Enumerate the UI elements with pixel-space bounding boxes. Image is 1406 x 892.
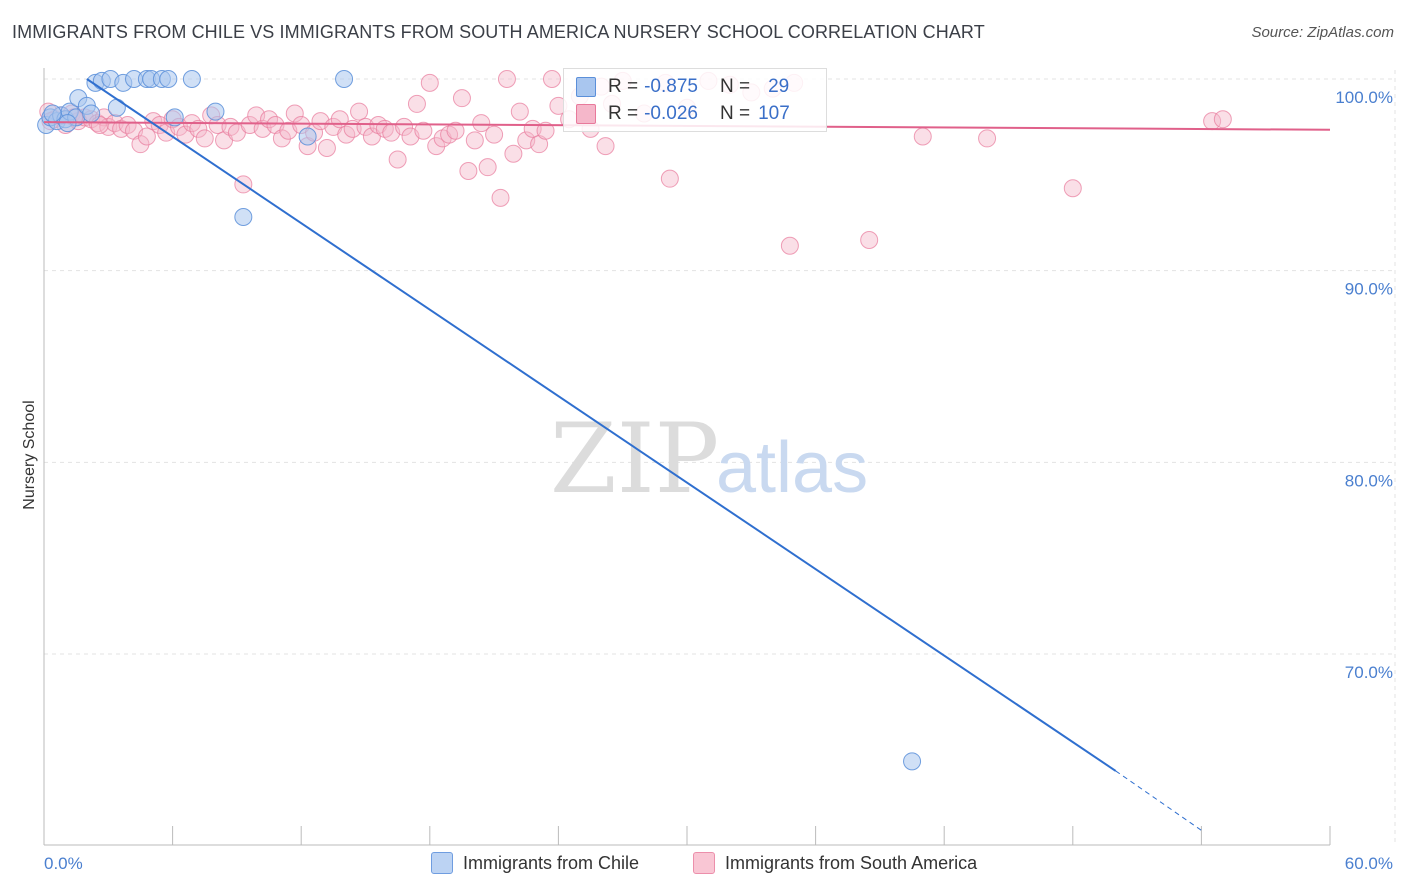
chile-point bbox=[206, 102, 225, 121]
n-label: N = bbox=[719, 76, 751, 97]
n-value: 107 bbox=[758, 103, 790, 124]
south-america-point bbox=[137, 127, 156, 146]
legend-label: Immigrants from South America bbox=[725, 852, 978, 873]
y-tick-label: 80.0% bbox=[1345, 471, 1393, 490]
chile-point bbox=[107, 98, 126, 117]
watermark-atlas: atlas bbox=[716, 428, 868, 508]
south-america-point bbox=[465, 131, 484, 150]
south-america-point bbox=[485, 125, 504, 144]
south-america-point bbox=[350, 102, 369, 121]
source-label: Source: ZipAtlas.com bbox=[1251, 24, 1394, 41]
chile-point bbox=[159, 70, 178, 88]
south-america-point bbox=[285, 104, 304, 123]
y-tick-label: 100.0% bbox=[1335, 88, 1393, 107]
x-tick-label: 60.0% bbox=[1345, 854, 1393, 873]
chile-points bbox=[37, 70, 922, 771]
x-tick-label: 0.0% bbox=[44, 854, 83, 873]
south-america-point bbox=[478, 158, 497, 177]
south-america-point bbox=[414, 121, 433, 140]
chile-point bbox=[182, 70, 201, 88]
series-legend: Immigrants from Chile Immigrants from So… bbox=[0, 852, 1406, 878]
south-america-legend-swatch bbox=[693, 852, 715, 874]
chile-point bbox=[82, 104, 101, 123]
south-america-point bbox=[596, 137, 615, 156]
watermark-zip: ZIP bbox=[550, 403, 719, 515]
south-america-point bbox=[427, 137, 446, 156]
south-america-point bbox=[660, 169, 679, 188]
south-america-point bbox=[317, 139, 336, 157]
south-america-point bbox=[491, 188, 510, 207]
axes bbox=[43, 68, 1331, 846]
n-value: 29 bbox=[768, 76, 790, 97]
south-america-point bbox=[459, 162, 478, 180]
south-america-point bbox=[1213, 110, 1232, 129]
south-america-point bbox=[780, 236, 799, 255]
south-america-point bbox=[388, 150, 407, 169]
chile-swatch bbox=[576, 77, 596, 97]
south-america-point bbox=[420, 73, 439, 92]
chile-point bbox=[234, 208, 253, 226]
south-america-point bbox=[131, 135, 150, 154]
chile-trendline-extension bbox=[1115, 770, 1202, 831]
chile-trendline bbox=[86, 78, 1117, 772]
y-tick-label: 90.0% bbox=[1345, 280, 1393, 299]
chile-point bbox=[298, 127, 317, 146]
south-america-point bbox=[195, 129, 214, 148]
legend-item-chile[interactable]: Immigrants from Chile bbox=[431, 852, 639, 874]
stat-row-south-america: R = -0.026 N = 107 bbox=[576, 103, 790, 125]
south-america-point bbox=[1063, 179, 1082, 198]
south-america-point bbox=[189, 119, 208, 138]
r-label: R = bbox=[608, 76, 639, 97]
tick-labels: 100.0% 90.0% 80.0% 70.0% 0.0% 60.0% bbox=[44, 88, 1393, 873]
south-america-point bbox=[913, 127, 932, 146]
legend-item-south-america[interactable]: Immigrants from South America bbox=[693, 852, 977, 874]
south-america-point bbox=[860, 231, 879, 249]
r-value: -0.875 bbox=[644, 76, 698, 97]
south-america-point bbox=[497, 70, 516, 88]
south-america-point bbox=[272, 129, 291, 148]
south-america-point bbox=[472, 114, 491, 133]
south-america-point bbox=[536, 121, 555, 140]
south-america-point bbox=[978, 129, 997, 148]
south-america-point bbox=[395, 117, 414, 136]
legend-label: Immigrants from Chile bbox=[463, 852, 640, 873]
n-label: N = bbox=[719, 103, 751, 124]
chile-point bbox=[43, 104, 62, 123]
chile-point bbox=[335, 70, 354, 88]
chile-point bbox=[903, 752, 922, 771]
r-label: R = bbox=[608, 103, 639, 124]
y-axis-title: Nursery School bbox=[21, 400, 38, 509]
south-america-point bbox=[446, 121, 465, 140]
south-america-point bbox=[542, 70, 561, 88]
chile-legend-swatch bbox=[431, 852, 453, 874]
correlation-legend: R = -0.875 N = 29 R = -0.026 N = 107 bbox=[563, 68, 827, 132]
watermark: ZIP atlas bbox=[550, 403, 868, 515]
y-tick-label: 70.0% bbox=[1345, 663, 1393, 682]
r-value: -0.026 bbox=[644, 103, 698, 124]
south-america-point bbox=[504, 144, 523, 163]
chile-point bbox=[165, 108, 184, 127]
stat-row-chile: R = -0.875 N = 29 bbox=[576, 76, 789, 98]
south-america-point bbox=[407, 94, 426, 113]
south-america-point bbox=[452, 89, 471, 108]
south-america-swatch bbox=[576, 104, 596, 124]
chart-title: IMMIGRANTS FROM CHILE VS IMMIGRANTS FROM… bbox=[12, 22, 985, 42]
south-america-point bbox=[510, 102, 529, 121]
